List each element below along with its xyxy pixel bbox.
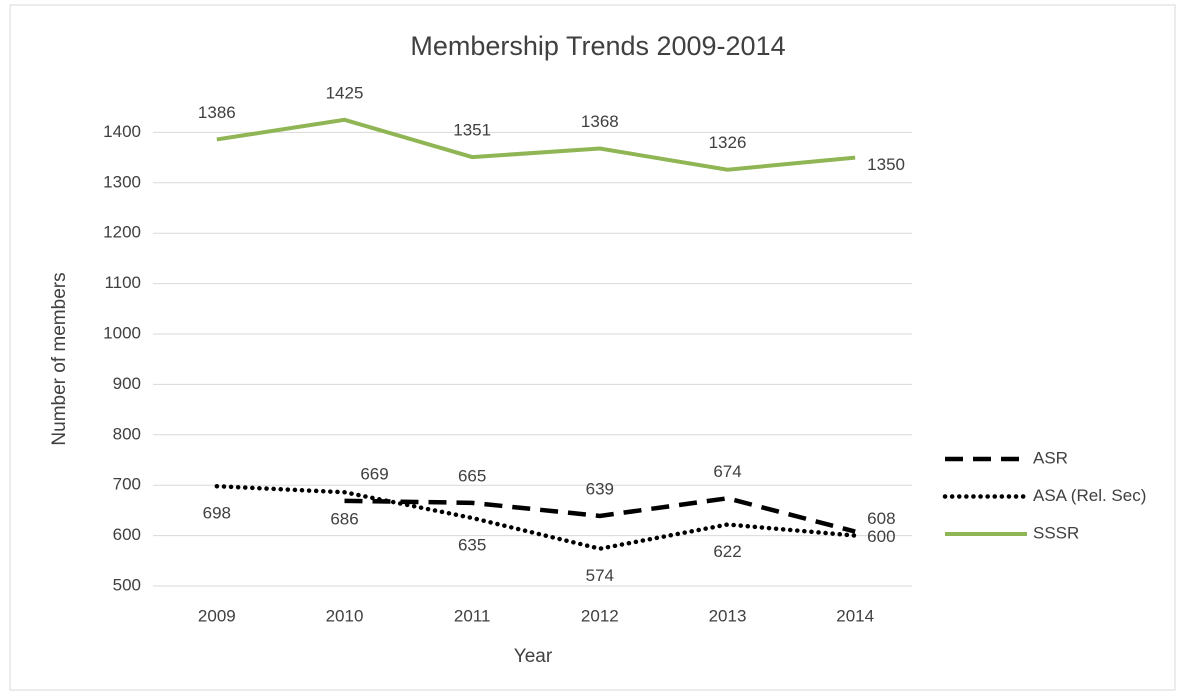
y-tick-label: 1300 bbox=[103, 172, 141, 191]
data-label: 635 bbox=[458, 535, 486, 554]
chart-title: Membership Trends 2009-2014 bbox=[410, 31, 785, 61]
data-label: 1386 bbox=[198, 103, 236, 122]
series-line bbox=[216, 117, 856, 172]
y-tick-label: 500 bbox=[113, 575, 141, 594]
data-label: 698 bbox=[203, 504, 231, 523]
x-tick-label: 2013 bbox=[709, 606, 747, 625]
y-tick-label: 1100 bbox=[104, 273, 141, 292]
data-label: 686 bbox=[330, 510, 358, 529]
legend-label: ASR bbox=[1033, 448, 1068, 467]
data-label: 639 bbox=[586, 479, 614, 498]
x-tick-label: 2012 bbox=[581, 606, 619, 625]
data-label: 674 bbox=[713, 462, 741, 481]
x-tick-label: 2009 bbox=[198, 606, 236, 625]
y-tick-label: 700 bbox=[113, 475, 141, 494]
chart-border bbox=[9, 4, 1176, 691]
data-label: 1368 bbox=[581, 112, 619, 131]
data-label: 665 bbox=[458, 466, 486, 485]
y-axis-label: Number of members bbox=[49, 272, 70, 445]
x-tick-label: 2010 bbox=[326, 606, 364, 625]
y-tick-label: 900 bbox=[113, 374, 141, 393]
y-tick-label: 600 bbox=[113, 525, 141, 544]
data-label: 1350 bbox=[867, 155, 905, 174]
legend-label: SSSR bbox=[1033, 523, 1079, 542]
data-label: 669 bbox=[360, 464, 388, 483]
x-tick-label: 2014 bbox=[836, 606, 874, 625]
y-tick-label: 1200 bbox=[103, 223, 141, 242]
data-label: 1425 bbox=[326, 83, 364, 102]
data-label: 600 bbox=[867, 527, 895, 546]
data-label: 1351 bbox=[453, 121, 491, 140]
series-line bbox=[214, 483, 858, 552]
data-label: 608 bbox=[867, 509, 895, 528]
data-label: 622 bbox=[713, 542, 741, 561]
x-axis-label: Year bbox=[514, 646, 553, 667]
series-line bbox=[344, 496, 856, 534]
data-label: 1326 bbox=[709, 133, 747, 152]
data-label: 574 bbox=[586, 566, 614, 585]
x-tick-label: 2011 bbox=[454, 606, 491, 625]
y-tick-label: 1000 bbox=[103, 323, 141, 342]
y-tick-label: 800 bbox=[113, 424, 141, 443]
y-tick-label: 1400 bbox=[103, 122, 141, 141]
legend-label: ASA (Rel. Sec) bbox=[1033, 486, 1146, 505]
